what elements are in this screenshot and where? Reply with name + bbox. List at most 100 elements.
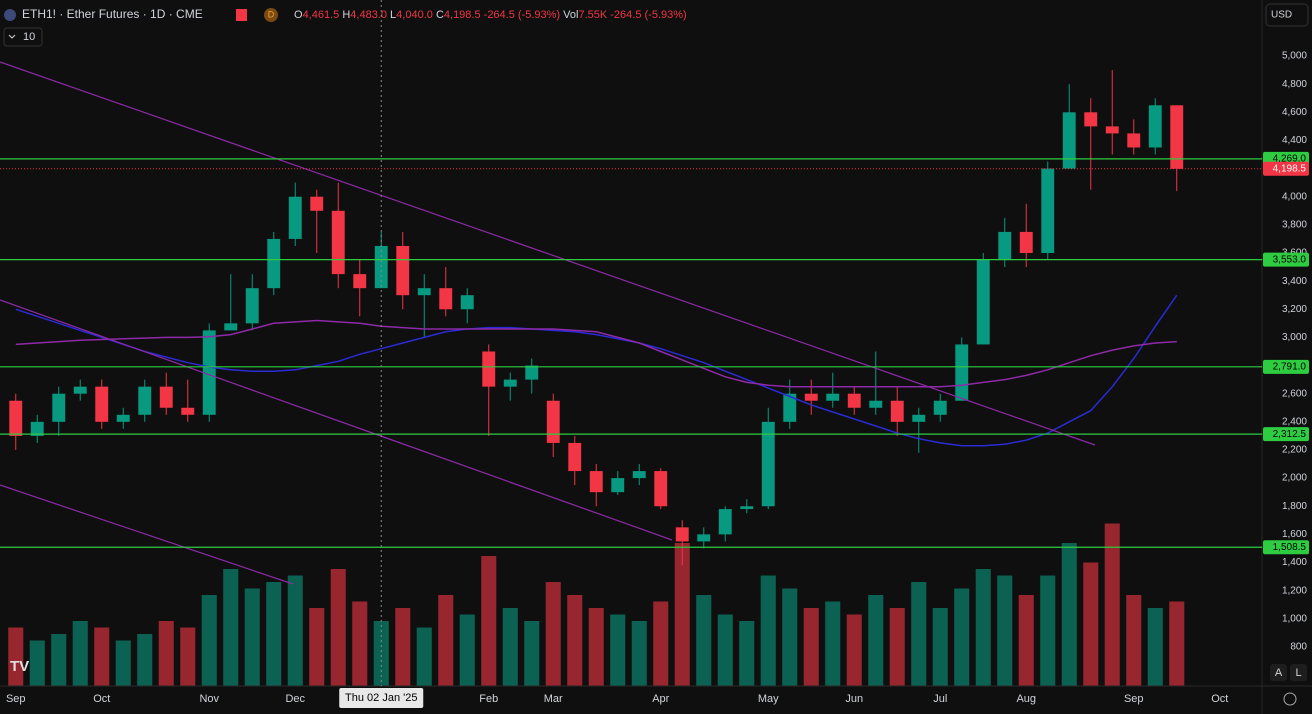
volume-bar [352, 601, 368, 686]
volume-bar [416, 627, 432, 686]
candle-body [546, 400, 560, 443]
candle-body [783, 393, 797, 422]
level-label: 3,553.0 [1273, 254, 1307, 265]
indicator-toggle[interactable] [3, 27, 43, 47]
volume-bar [868, 595, 884, 686]
volume-bar [932, 608, 948, 686]
candle-body [159, 386, 173, 408]
candle-body [202, 330, 216, 415]
y-tick-label: 4,600 [1282, 107, 1307, 118]
y-tick-label: 1,200 [1282, 585, 1307, 596]
volume-bar [717, 614, 733, 686]
value: 4,198.5 [444, 9, 481, 21]
label: L [390, 9, 396, 21]
candle-body [503, 379, 517, 387]
candle-body [761, 421, 775, 507]
x-tick-label: Jul [933, 693, 947, 705]
crosshair-tag [339, 688, 424, 708]
candle-body [976, 260, 990, 345]
candle-body [1019, 231, 1033, 253]
candle-body [138, 386, 152, 415]
volume-bar [502, 608, 518, 686]
volume-bar [8, 627, 24, 686]
volume-bar [782, 588, 798, 686]
logo: TV [10, 658, 29, 675]
currency-button[interactable] [1265, 3, 1309, 27]
settings-icon[interactable] [1283, 692, 1297, 706]
volume-bar [911, 582, 927, 686]
volume-bar [330, 569, 346, 686]
log-button[interactable] [1290, 664, 1307, 681]
candle-body [288, 196, 302, 239]
y-tick-label: 3,000 [1282, 332, 1307, 343]
candle-body [697, 534, 711, 542]
y-tick-label: 3,200 [1282, 304, 1307, 315]
trendline [0, 484, 294, 585]
crosshair-label: Thu 02 Jan '25 [345, 692, 417, 704]
candle-body [912, 414, 926, 422]
volume-bar [223, 569, 239, 686]
y-tick-label: 1,600 [1282, 529, 1307, 540]
candle-body [1062, 112, 1076, 169]
volume-bar [158, 621, 174, 686]
volume-bar [459, 614, 475, 686]
volume-bar [1147, 608, 1163, 686]
candle-body [1148, 105, 1162, 148]
volume-bar [481, 556, 497, 686]
volume-bar [696, 595, 712, 686]
candle-body [9, 400, 23, 436]
volume-bar [266, 582, 282, 686]
volume-bar [674, 543, 690, 686]
y-tick-label: 3,800 [1282, 219, 1307, 230]
last-price-tag [1263, 161, 1309, 176]
candle-body [1105, 126, 1119, 134]
candle-body [245, 288, 259, 324]
level-tag [1263, 427, 1309, 442]
ohlc-legend: O4,461.5 H4,483.0 L4,040.0 C4,198.5 -264… [294, 9, 687, 21]
y-tick-label: 1,000 [1282, 613, 1307, 624]
y-tick-label: 5,000 [1282, 51, 1307, 62]
candle-body [30, 421, 44, 436]
y-tick-label: 4,000 [1282, 191, 1307, 202]
volume-bar [975, 569, 991, 686]
label: H [342, 9, 350, 21]
volume-bar [889, 608, 905, 686]
badge-bg [264, 8, 278, 22]
x-tick-label: May [758, 693, 779, 705]
candle-body [869, 400, 883, 408]
volume-bar [1018, 595, 1034, 686]
candle-body [1084, 112, 1098, 127]
volume-bar [94, 627, 110, 686]
trendline [0, 299, 673, 541]
y-tick-label: 4,400 [1282, 135, 1307, 146]
plot-area [8, 70, 1185, 686]
candle-body [740, 506, 754, 510]
volume-bar [997, 575, 1013, 686]
candle-body [611, 478, 625, 493]
volume-bar [115, 640, 131, 686]
auto-button[interactable] [1270, 664, 1287, 681]
volume-bar [1061, 543, 1077, 686]
value: 4,483.0 [350, 9, 387, 21]
candle-body [654, 471, 668, 507]
candle-body [847, 393, 861, 408]
flag-icon[interactable] [236, 9, 247, 21]
x-tick-label: Sep [1124, 693, 1144, 705]
badge: D [268, 9, 275, 19]
label: Vol [563, 9, 578, 21]
candle-body [718, 509, 732, 535]
volume-bar [1104, 523, 1120, 686]
volume-bar [588, 608, 604, 686]
volume-bar [373, 621, 389, 686]
level-tag [1263, 359, 1309, 374]
volume-bar [29, 640, 45, 686]
volume-bar [610, 614, 626, 686]
candle-body [632, 471, 646, 479]
candle-body [1127, 133, 1141, 148]
candle-body [181, 407, 195, 415]
symbol-legend: ETH1! · Ether Futures · 1D · CME [22, 7, 203, 21]
candle-body [396, 245, 410, 296]
indicator-count: 10 [23, 31, 35, 43]
x-tick-label: Aug [1016, 693, 1036, 705]
